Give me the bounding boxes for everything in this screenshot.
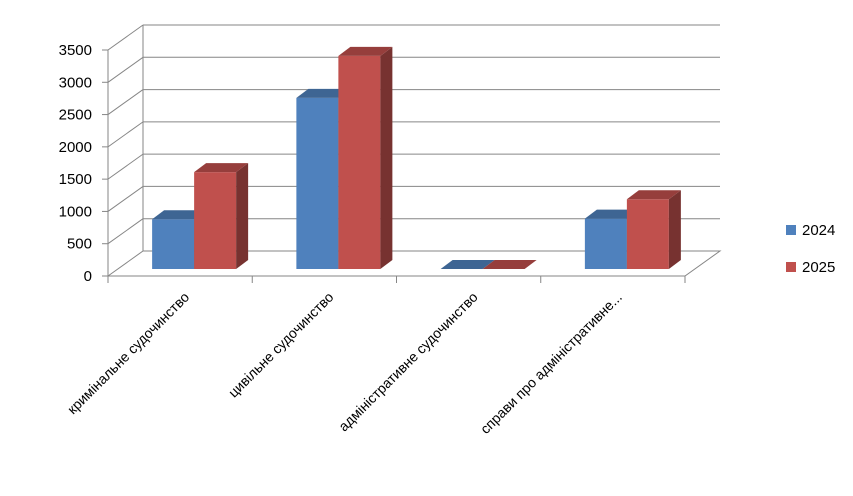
bar-top-face (626, 190, 681, 200)
category-label: адміністративне судочинство (335, 289, 481, 435)
bars (152, 46, 681, 269)
gridline-side (107, 89, 144, 115)
bar-top-face (338, 46, 393, 56)
bar-top-face (296, 88, 351, 98)
bar-front-face (584, 218, 627, 269)
bar-top-face (584, 209, 639, 219)
y-tick-label: 1500 (59, 171, 92, 188)
y-axis-ticks: 0 500 1000 1500 2000 2500 3000 3500 (59, 42, 92, 285)
bar-2025-4 (626, 190, 681, 269)
y-tick-label: 2000 (59, 139, 92, 156)
legend-swatch-2025 (786, 262, 796, 272)
bar-top-face (152, 210, 207, 220)
legend-label-2025: 2025 (802, 259, 835, 276)
category-label: кримінальне судочинство (64, 289, 192, 417)
bar-side-face (668, 190, 681, 269)
bar-side-face (380, 46, 393, 269)
gridline-side (107, 24, 144, 51)
legend-swatch-2024 (786, 225, 796, 235)
bar-2025-2 (338, 46, 393, 269)
bar-2024-3 (440, 260, 495, 269)
bar-side-face (236, 163, 249, 269)
y-tick-label: 3000 (59, 74, 92, 91)
bar-top-face (194, 163, 249, 173)
gridline-side (107, 186, 144, 212)
x-axis (102, 49, 686, 283)
legend: 2024 2025 (786, 222, 835, 276)
category-labels: кримінальне судочинство цивільне судочин… (64, 289, 625, 437)
gridline-side (107, 121, 144, 148)
y-tick-label: 1000 (59, 203, 92, 220)
legend-label-2024: 2024 (802, 222, 835, 239)
category-label: цивільне судочинство (225, 289, 337, 401)
bar-top-face (482, 260, 537, 269)
gridline-side (107, 153, 144, 180)
category-label: справи про адміністративне... (477, 289, 625, 437)
gridline-side (107, 56, 144, 83)
bar-front-face (194, 172, 237, 269)
bar-top-face (440, 260, 495, 269)
bar-front-face (626, 199, 669, 269)
y-tick-label: 500 (67, 236, 92, 253)
y-tick-label: 0 (84, 268, 92, 285)
gridline-side (107, 218, 144, 245)
bar-front-face (152, 219, 195, 269)
bar-2025-3 (482, 260, 537, 269)
y-tick-label: 2500 (59, 107, 92, 124)
bar-front-face (296, 97, 339, 269)
bar-2024-2 (296, 88, 351, 269)
bar-2025-1 (194, 163, 249, 269)
bar-front-face (338, 55, 381, 269)
y-tick-label: 3500 (59, 42, 92, 59)
